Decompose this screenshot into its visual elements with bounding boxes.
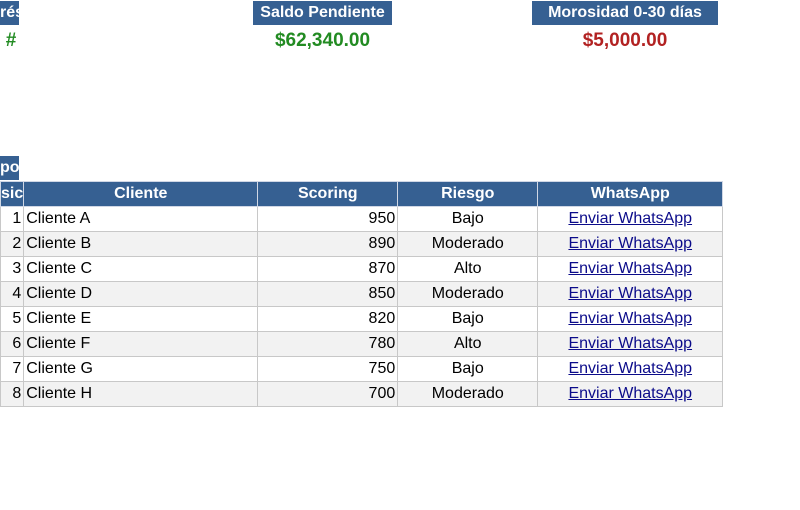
table-row: 2 Cliente B 890 Moderado Enviar WhatsApp [0,231,724,257]
cell-cliente: Cliente E [23,306,259,332]
enviar-whatsapp-link[interactable]: Enviar WhatsApp [568,310,693,327]
summary-value-partial: # [5,30,17,51]
cell-riesgo: Bajo [397,206,539,232]
cell-scoring: 950 [257,206,399,232]
cell-posicion: 2 [0,231,25,257]
cell-posicion: 4 [0,281,25,307]
morosidad-value: $5,000.00 [582,30,668,51]
cell-riesgo: Alto [397,331,539,357]
cell-whatsapp: Enviar WhatsApp [537,306,724,332]
cell-whatsapp: Enviar WhatsApp [537,231,724,257]
table-row: 8 Cliente H 700 Moderado Enviar WhatsApp [0,381,724,407]
morosidad-header: Morosidad 0-30 días [532,1,718,25]
cell-whatsapp: Enviar WhatsApp [537,281,724,307]
cell-riesgo: Moderado [397,381,539,407]
saldo-pendiente-value: $62,340.00 [274,30,371,51]
cell-posicion: 5 [0,306,25,332]
cell-cliente: Cliente F [23,331,259,357]
enviar-whatsapp-link[interactable]: Enviar WhatsApp [568,210,693,227]
cell-riesgo: Alto [397,256,539,282]
table-row: 6 Cliente F 780 Alto Enviar WhatsApp [0,331,724,357]
cell-scoring: 750 [257,356,399,382]
header-cliente: Cliente [23,181,259,207]
enviar-whatsapp-link[interactable]: Enviar WhatsApp [568,235,693,252]
cell-posicion: 7 [0,356,25,382]
cell-cliente: Cliente C [23,256,259,282]
table-row: 3 Cliente C 870 Alto Enviar WhatsApp [0,256,724,282]
cell-riesgo: Bajo [397,306,539,332]
header-whatsapp: WhatsApp [537,181,724,207]
cell-whatsapp: Enviar WhatsApp [537,256,724,282]
cell-cliente: Cliente B [23,231,259,257]
cell-cliente: Cliente D [23,281,259,307]
cell-scoring: 820 [257,306,399,332]
cell-scoring: 870 [257,256,399,282]
enviar-whatsapp-link[interactable]: Enviar WhatsApp [568,285,693,302]
cell-cliente: Cliente H [23,381,259,407]
cell-posicion: 3 [0,256,25,282]
table-row: 4 Cliente D 850 Moderado Enviar WhatsApp [0,281,724,307]
summary-header-partial: rés [0,1,19,25]
scoring-table: sic Cliente Scoring Riesgo WhatsApp 1 Cl… [0,181,724,407]
cell-whatsapp: Enviar WhatsApp [537,206,724,232]
header-posicion: sic [0,181,25,207]
header-riesgo: Riesgo [397,181,539,207]
table-row: 7 Cliente G 750 Bajo Enviar WhatsApp [0,356,724,382]
group-header-partial: po [0,156,19,180]
cell-scoring: 890 [257,231,399,257]
cell-cliente: Cliente A [23,206,259,232]
cell-scoring: 780 [257,331,399,357]
cell-scoring: 850 [257,281,399,307]
cell-riesgo: Bajo [397,356,539,382]
cell-posicion: 6 [0,331,25,357]
table-row: 1 Cliente A 950 Bajo Enviar WhatsApp [0,206,724,232]
header-scoring: Scoring [257,181,399,207]
cell-posicion: 8 [0,381,25,407]
enviar-whatsapp-link[interactable]: Enviar WhatsApp [568,335,693,352]
cell-posicion: 1 [0,206,25,232]
enviar-whatsapp-link[interactable]: Enviar WhatsApp [568,260,693,277]
enviar-whatsapp-link[interactable]: Enviar WhatsApp [568,360,693,377]
cell-whatsapp: Enviar WhatsApp [537,356,724,382]
cell-riesgo: Moderado [397,281,539,307]
cell-scoring: 700 [257,381,399,407]
cell-whatsapp: Enviar WhatsApp [537,381,724,407]
enviar-whatsapp-link[interactable]: Enviar WhatsApp [568,385,693,402]
cell-cliente: Cliente G [23,356,259,382]
table-header-row: sic Cliente Scoring Riesgo WhatsApp [0,181,724,207]
saldo-pendiente-header: Saldo Pendiente [253,1,392,25]
table-row: 5 Cliente E 820 Bajo Enviar WhatsApp [0,306,724,332]
cell-whatsapp: Enviar WhatsApp [537,331,724,357]
cell-riesgo: Moderado [397,231,539,257]
